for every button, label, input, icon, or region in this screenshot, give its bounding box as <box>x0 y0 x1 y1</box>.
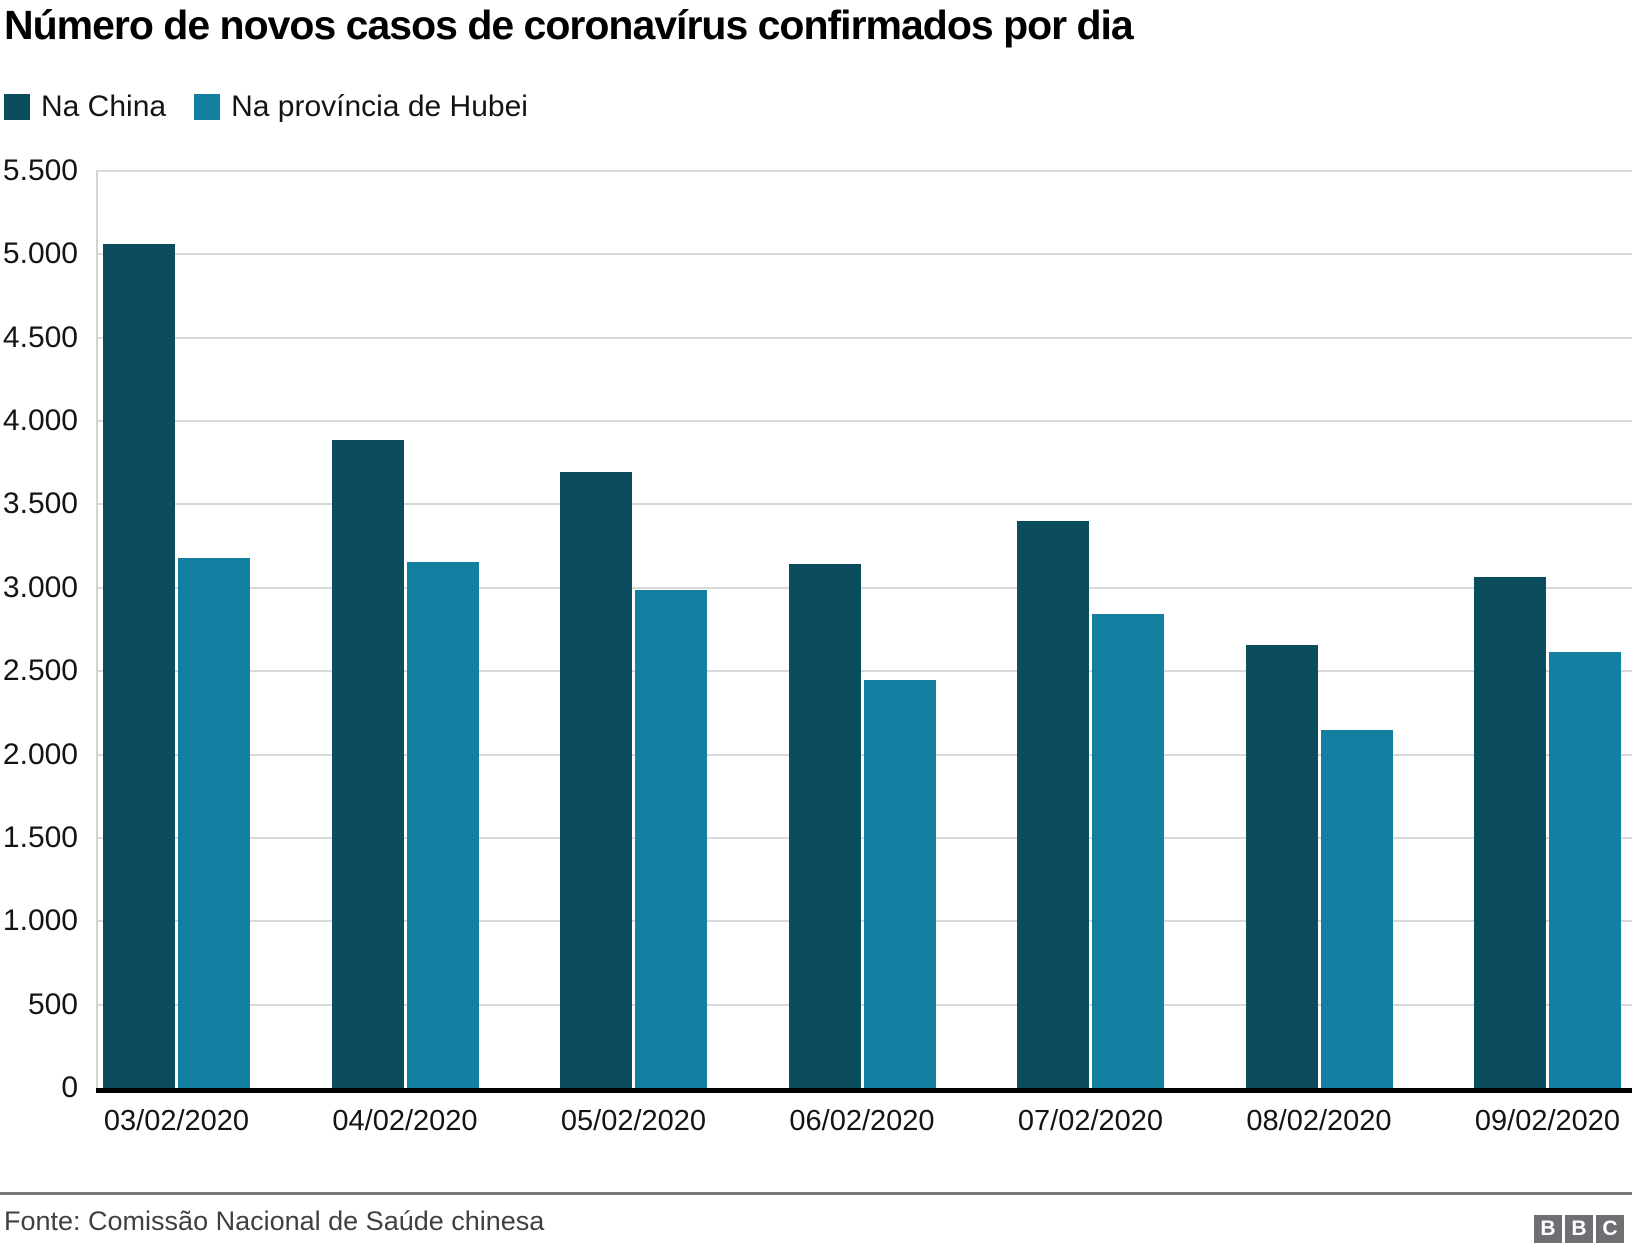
x-axis-tick-label: 04/02/2020 <box>332 1105 478 1137</box>
plot-area: 0 500 1.000 1.500 2.000 2.500 3.000 3.500 4.000 4… <box>0 156 1632 1103</box>
bar-group-07-02-2020 <box>1017 171 1164 1088</box>
gridline <box>96 420 1632 423</box>
legend-label: Na província de Hubei <box>231 90 528 123</box>
y-axis-tick-label: 1.500 <box>2 820 78 854</box>
bar-na-china-05-02-2020 <box>560 472 632 1088</box>
y-axis-tick-label: 0 <box>61 1071 78 1104</box>
gridline <box>96 670 1632 673</box>
y-axis-tick-label: 2.500 <box>2 654 78 688</box>
y-axis-tick-label: 3.000 <box>2 570 78 604</box>
y-axis-tick-label: 1.000 <box>2 904 78 938</box>
x-axis-tick-label: 09/02/2020 <box>1474 1105 1621 1137</box>
legend-item-na-provincia-de-hubei: Na província de Hubei <box>194 90 528 124</box>
y-axis-tick-label: 4.500 <box>2 320 78 354</box>
bars-layer <box>96 171 1632 1088</box>
bar-group-05-02-2020 <box>560 171 707 1088</box>
chart-title: Número de novos casos de coronavírus con… <box>4 2 1134 48</box>
y-axis-tick-label: 5.000 <box>2 237 78 271</box>
bar-na-provincia-de-hubei-09-02-2020 <box>1549 651 1621 1088</box>
gridline <box>96 336 1632 339</box>
gridline <box>96 586 1632 589</box>
x-axis-tick-label: 03/02/2020 <box>103 1105 250 1137</box>
y-axis-tick-label: 4.000 <box>2 404 78 438</box>
legend-color-swatch <box>4 94 30 120</box>
gridline <box>96 503 1632 506</box>
legend-color-swatch <box>194 94 221 120</box>
legend-item-na-china: Na China <box>4 90 166 124</box>
bar-na-china-04-02-2020 <box>331 439 404 1088</box>
bar-na-china-07-02-2020 <box>1017 521 1089 1088</box>
bar-na-provincia-de-hubei-04-02-2020 <box>406 561 479 1088</box>
bar-na-provincia-de-hubei-08-02-2020 <box>1320 730 1393 1088</box>
x-axis-tick-label: 05/02/2020 <box>560 1105 707 1137</box>
bar-na-provincia-de-hubei-07-02-2020 <box>1092 614 1164 1088</box>
bar-group-09-02-2020 <box>1474 171 1621 1088</box>
bar-group-08-02-2020 <box>1245 171 1393 1088</box>
bar-na-china-08-02-2020 <box>1245 645 1318 1088</box>
bar-na-provincia-de-hubei-05-02-2020 <box>635 590 707 1088</box>
bar-na-provincia-de-hubei-03-02-2020 <box>178 557 250 1088</box>
y-axis-tick-label: 500 <box>27 987 78 1021</box>
bbc-logo-letter: C <box>1596 1215 1624 1243</box>
bar-na-provincia-de-hubei-06-02-2020 <box>863 680 936 1088</box>
y-axis-tick-label: 2.000 <box>2 737 78 771</box>
bar-na-china-06-02-2020 <box>788 563 861 1088</box>
x-axis-baseline <box>96 1088 1632 1093</box>
x-axis-tick-label: 07/02/2020 <box>1017 1105 1164 1137</box>
y-axis-tick-label: 3.500 <box>2 487 78 521</box>
bar-group-03-02-2020 <box>103 171 250 1088</box>
bbc-logo-letter: B <box>1565 1215 1593 1243</box>
x-axis-tick-label: 08/02/2020 <box>1246 1105 1392 1137</box>
y-axis-spine <box>96 171 98 1088</box>
bar-na-china-03-02-2020 <box>103 244 175 1088</box>
x-axis-tick-labels: 03/02/2020 04/02/2020 05/02/2020 06/02/2020… <box>96 1104 1632 1138</box>
bar-group-04-02-2020 <box>331 171 479 1088</box>
gridline <box>96 170 1632 172</box>
source-attribution: Fonte: Comissão Nacional de Saúde chines… <box>4 1206 545 1236</box>
legend: Na China Na província de Hubei <box>4 90 528 124</box>
x-axis-tick-label: 06/02/2020 <box>789 1105 935 1137</box>
y-axis-tick-label: 5.500 <box>2 154 78 187</box>
bbc-logo-letter: B <box>1534 1215 1562 1243</box>
bar-group-06-02-2020 <box>788 171 936 1088</box>
bar-na-china-09-02-2020 <box>1474 577 1546 1088</box>
gridline <box>96 253 1632 256</box>
legend-label: Na China <box>41 90 167 123</box>
footer-divider <box>0 1192 1632 1195</box>
